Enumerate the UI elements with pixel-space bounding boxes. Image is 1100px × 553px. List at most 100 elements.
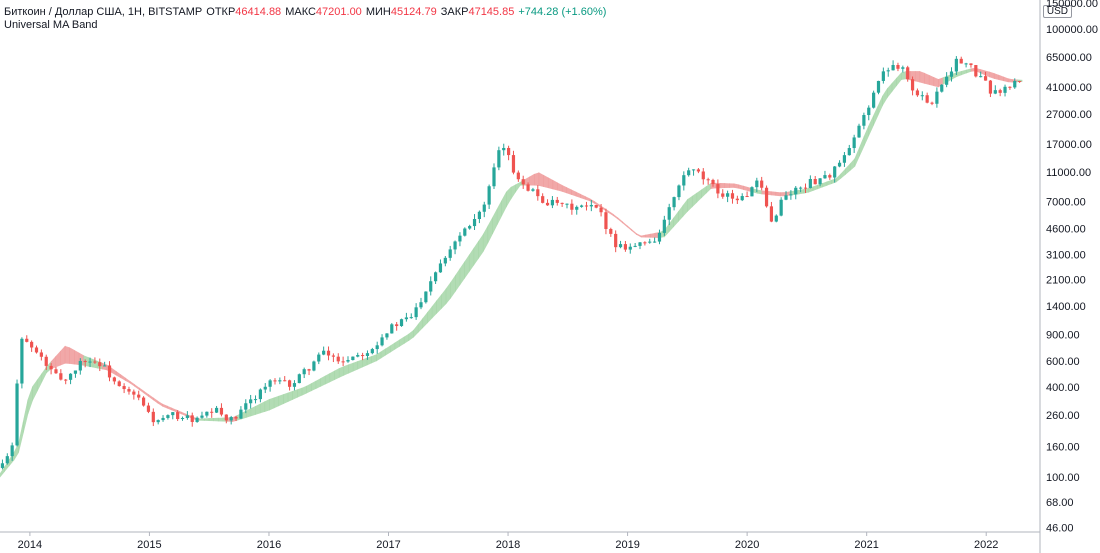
ma-band-segment: [552, 179, 558, 191]
ma-band-segment: [343, 364, 349, 376]
candle-body: [244, 403, 248, 410]
ma-band-segment: [877, 95, 883, 116]
candle-body: [949, 71, 954, 77]
ma-band-segment: [580, 193, 586, 200]
ma-band-segment: [180, 411, 187, 417]
ma-band-segment: [989, 71, 995, 79]
candle-body: [721, 193, 725, 197]
candle-body: [287, 380, 292, 387]
ma-band-segment: [561, 184, 568, 194]
ma-band-segment: [450, 274, 456, 299]
candle-body: [297, 374, 301, 384]
candle-body: [799, 187, 803, 189]
candle-body: [764, 187, 769, 207]
ma-band-segment: [473, 240, 479, 266]
ma-band-segment: [13, 443, 19, 462]
ma-band-segment: [352, 361, 359, 372]
ma-band-segment: [640, 234, 647, 238]
ma-band-segment: [966, 68, 972, 74]
x-tick-label: 2017: [376, 539, 400, 551]
candle-body: [614, 233, 618, 248]
ma-band-segment: [928, 74, 935, 87]
candle-body: [570, 203, 574, 210]
candle-body: [331, 355, 335, 357]
chart-legend: Биткоин / Доллар США, 1Н, BITSTAMP ОТКР 4…: [4, 6, 606, 32]
candle-body: [867, 107, 871, 116]
candle-body: [988, 80, 993, 94]
candle-body: [901, 67, 905, 69]
candle-body: [940, 84, 944, 92]
candle-body: [818, 178, 822, 185]
candle-body: [687, 170, 691, 176]
currency-badge[interactable]: USD: [1042, 5, 1072, 18]
ma-band-segment: [22, 399, 29, 434]
candle-body: [132, 391, 136, 395]
ma-band-segment: [259, 401, 266, 414]
candle-body: [200, 415, 204, 418]
high-label: МАКС: [285, 6, 316, 18]
candle-body: [161, 417, 165, 421]
candle-body: [433, 272, 438, 282]
candle-body: [716, 184, 720, 194]
ma-band-segment: [139, 387, 145, 394]
ohlc-row: Биткоин / Доллар США, 1Н, BITSTAMP ОТКР 4…: [4, 6, 606, 19]
candle-body: [224, 414, 228, 421]
candle-body: [64, 379, 68, 381]
ma-band-segment: [301, 385, 307, 396]
candle-body: [205, 411, 209, 416]
candle-body: [813, 178, 817, 185]
ma-band-segment: [69, 347, 75, 365]
candle-body: [711, 179, 715, 185]
candle-body: [891, 64, 895, 71]
candle-body: [511, 155, 516, 173]
candle-body: [920, 95, 924, 97]
candle-body: [210, 411, 214, 413]
candle-body: [419, 302, 423, 308]
candle-body: [1013, 80, 1017, 88]
ma-band-segment: [733, 183, 739, 189]
candle-body: [453, 241, 457, 250]
candle-body: [862, 115, 866, 126]
ma-band-segment: [208, 417, 215, 422]
x-tick-label: 2021: [854, 539, 878, 551]
candle-body: [760, 180, 764, 188]
candle-body: [837, 162, 842, 167]
ma-band-segment: [60, 345, 66, 366]
ma-band-segment: [510, 184, 516, 200]
candle-body: [774, 215, 778, 222]
candle-body: [521, 179, 525, 185]
y-tick-label: 260.00: [1046, 410, 1080, 422]
y-tick-label: 68.00: [1046, 497, 1074, 509]
ma-band-segment: [417, 317, 424, 334]
candle-body: [322, 350, 326, 355]
ma-band-segment: [459, 261, 465, 286]
candle-body: [998, 90, 1002, 93]
candle-body: [653, 241, 657, 243]
candle-body: [30, 341, 34, 348]
candle-body: [249, 399, 253, 404]
candle-body: [404, 317, 408, 320]
candle-body: [930, 102, 934, 104]
ma-band-segment: [998, 74, 1004, 82]
candle-body: [575, 206, 579, 210]
candle-body: [808, 178, 812, 189]
candle-body: [5, 456, 9, 464]
symbol-title[interactable]: Биткоин / Доллар США, 1Н, BITSTAMP: [4, 6, 203, 18]
candle-body: [302, 369, 306, 375]
ma-band-segment: [306, 383, 312, 394]
ma-band-segment: [831, 178, 837, 185]
candle-body: [531, 189, 535, 191]
candle-body: [472, 219, 477, 227]
ma-band-segment: [1007, 78, 1014, 83]
candle-body: [784, 195, 788, 200]
candle-body: [915, 90, 920, 96]
ma-band-segment: [199, 418, 205, 421]
candle-body: [326, 350, 331, 356]
indicator-name[interactable]: Universal MA Band: [4, 19, 98, 31]
ma-band-segment: [650, 232, 656, 238]
ma-band-segment: [863, 125, 870, 147]
candle-body: [677, 185, 681, 198]
candle-body: [750, 187, 754, 197]
ma-band-segment: [385, 345, 391, 356]
